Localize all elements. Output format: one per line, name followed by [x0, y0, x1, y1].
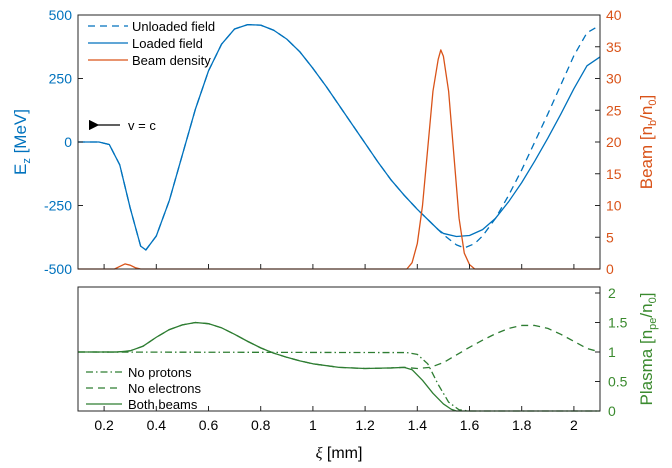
- legend-label-beam: Beam density: [132, 53, 211, 68]
- xlabel: ξ [mm]: [316, 445, 363, 462]
- top-legend: Unloaded field Loaded field Beam density: [88, 19, 215, 68]
- series-line-beam-density: [78, 49, 600, 270]
- bottom-plot-frame: [77, 286, 601, 412]
- ytick-right-label: 20: [606, 134, 622, 150]
- ylabel-left: Ez [MeV]: [11, 109, 33, 175]
- ytick-left: 500: [49, 7, 83, 23]
- legend-label-unloaded: Unloaded field: [132, 19, 215, 34]
- ytick-left-label: -250: [44, 198, 72, 214]
- top-x-tick-marks: [103, 264, 575, 269]
- xtick: 0.2: [94, 406, 114, 433]
- bottom-right-axis: 0 0.5 1 1.5 2: [595, 285, 628, 419]
- xtick-label: 0.2: [94, 417, 114, 433]
- ytick-right: 25: [595, 102, 622, 118]
- xtick-label: 1.8: [512, 417, 532, 433]
- ytick-plasma: 1.5: [595, 315, 628, 331]
- ytick-right: 5: [595, 229, 614, 245]
- ytick-right: 30: [595, 71, 622, 87]
- ytick-right-label: 35: [606, 39, 622, 55]
- ytick-left-label: -500: [44, 261, 72, 277]
- ytick-plasma-label: 1: [608, 344, 616, 360]
- xtick: 1.4: [408, 406, 428, 433]
- xtick: 1.2: [355, 406, 375, 433]
- ytick-right: 15: [595, 166, 622, 182]
- top-plot-lines: [78, 24, 601, 270]
- xtick: 0.4: [147, 406, 167, 433]
- top-right-axis: 0 5 10 15 20 25 30 35 40: [595, 7, 622, 277]
- ytick-right: 40: [595, 7, 622, 23]
- bottom-legend: No protons No electrons Both beams: [86, 365, 201, 412]
- ytick-left: 0: [64, 134, 83, 150]
- ytick-right: 20: [595, 134, 622, 150]
- ytick-right-label: 5: [606, 229, 614, 245]
- xtick: 0.6: [199, 406, 219, 433]
- xtick: 1: [309, 406, 317, 433]
- ytick-plasma: 0.5: [595, 374, 628, 390]
- xtick-label: 0.6: [199, 417, 219, 433]
- xtick: 2: [570, 406, 578, 433]
- xtick: 0.8: [251, 406, 271, 433]
- ytick-left-label: 250: [49, 71, 73, 87]
- xtick-label: 0.4: [147, 417, 167, 433]
- ytick-plasma-label: 0.5: [608, 374, 628, 390]
- xtick: 1.6: [460, 406, 480, 433]
- ytick-plasma: 1: [595, 344, 616, 360]
- xtick-label: 1.6: [460, 417, 480, 433]
- ytick-plasma-label: 2: [608, 285, 616, 301]
- ytick-left-label: 0: [64, 134, 72, 150]
- vc-annotation: v = c: [88, 118, 156, 133]
- series-line-loaded-field: [78, 24, 601, 251]
- bottom-x-axis: 0.2 0.4 0.6 0.8 1 1.2 1.4 1.6 1.8 2: [94, 406, 578, 433]
- ytick-right-label: 40: [606, 7, 622, 23]
- xtick-label: 2: [570, 417, 578, 433]
- ytick-right-label: 15: [606, 166, 622, 182]
- ylabel-right: Beam [nb/n0]: [637, 95, 659, 189]
- ytick-left-label: 500: [49, 7, 73, 23]
- ytick-plasma: 2: [595, 285, 616, 301]
- xtick-label: 1.4: [408, 417, 428, 433]
- ytick-right-label: 25: [606, 102, 622, 118]
- legend-label-both-beams: Both beams: [128, 397, 198, 412]
- legend-label-no-protons: No protons: [128, 365, 192, 380]
- ytick-left: -500: [44, 261, 83, 277]
- xtick-label: 1: [309, 417, 317, 433]
- top-left-axis: -500 -250 0 250 500: [44, 7, 83, 277]
- ytick-right-label: 10: [606, 198, 622, 214]
- ytick-right: 0: [595, 261, 614, 277]
- xtick-label: 1.2: [355, 417, 375, 433]
- top-panel: -500 -250 0 250 500 0 5 10 15 20 25 30 35 40 Ez [MeV…: [11, 7, 659, 277]
- series-line-both-beams: [78, 321, 600, 412]
- legend-label-loaded: Loaded field: [132, 36, 203, 51]
- series-line-no-electrons: [78, 321, 601, 370]
- ytick-right-label: 0: [606, 261, 614, 277]
- ytick-right: 35: [595, 39, 622, 55]
- ytick-right-label: 30: [606, 71, 622, 87]
- xtick-label: 0.8: [251, 417, 271, 433]
- ylabel-plasma: Plasma [npe/n0]: [637, 293, 659, 406]
- legend-label-no-electrons: No electrons: [128, 381, 201, 396]
- ytick-left: -250: [44, 198, 83, 214]
- ytick-plasma-label: 0: [608, 403, 616, 419]
- xtick: 1.8: [512, 406, 532, 433]
- bottom-panel: 0 0.5 1 1.5 2 0.2 0.4 0.6 0.8 1 1.2 1.4 1.6 1.8 2 Pla…: [77, 285, 659, 462]
- ytick-plasma-label: 1.5: [608, 315, 628, 331]
- ytick-plasma: 0: [595, 403, 616, 419]
- vc-label: v = c: [128, 118, 156, 133]
- ytick-right: 10: [595, 198, 622, 214]
- ytick-left: 250: [49, 71, 83, 87]
